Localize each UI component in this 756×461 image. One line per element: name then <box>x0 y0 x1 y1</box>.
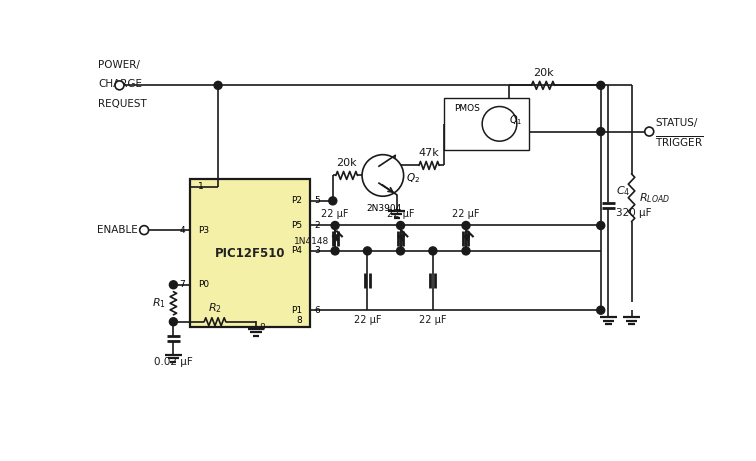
Text: 8: 8 <box>259 323 265 331</box>
Text: P1: P1 <box>291 306 302 315</box>
Circle shape <box>596 81 605 89</box>
Text: 2N3904: 2N3904 <box>367 204 402 213</box>
Text: PIC12F510: PIC12F510 <box>215 247 285 260</box>
Circle shape <box>596 128 605 136</box>
Text: $R_2$: $R_2$ <box>208 301 222 315</box>
Text: PMOS: PMOS <box>454 104 480 113</box>
Text: 320 µF: 320 µF <box>616 208 652 218</box>
Circle shape <box>331 247 339 255</box>
Circle shape <box>462 247 470 255</box>
Text: STATUS/: STATUS/ <box>655 118 698 129</box>
Circle shape <box>169 318 178 326</box>
Circle shape <box>169 281 178 289</box>
FancyBboxPatch shape <box>445 98 529 150</box>
Text: $Q_1$: $Q_1$ <box>509 113 522 127</box>
Text: $C_4$: $C_4$ <box>616 184 631 198</box>
Text: 2: 2 <box>314 221 320 230</box>
Text: 8: 8 <box>296 316 302 325</box>
Text: P3: P3 <box>198 225 209 235</box>
Text: ENABLE: ENABLE <box>98 225 138 235</box>
Polygon shape <box>398 234 405 242</box>
FancyBboxPatch shape <box>191 179 310 327</box>
Circle shape <box>482 106 517 141</box>
Text: P0: P0 <box>198 280 209 290</box>
Text: $\overline{\mathrm{TRIGGER}}$: $\overline{\mathrm{TRIGGER}}$ <box>655 135 704 149</box>
Circle shape <box>397 247 404 255</box>
Circle shape <box>364 247 371 255</box>
Text: 1N4148: 1N4148 <box>293 237 329 246</box>
Text: 47k: 47k <box>419 148 439 159</box>
Text: 20k: 20k <box>533 68 553 77</box>
Text: 22 µF: 22 µF <box>387 209 414 219</box>
Polygon shape <box>332 234 339 242</box>
Text: 22 µF: 22 µF <box>321 209 349 219</box>
Text: 6: 6 <box>314 306 320 315</box>
Text: 5: 5 <box>314 196 320 205</box>
Text: 20k: 20k <box>336 158 357 168</box>
Text: REQUEST: REQUEST <box>98 99 147 109</box>
Circle shape <box>214 81 222 89</box>
Text: POWER/: POWER/ <box>98 60 140 70</box>
Polygon shape <box>463 234 470 242</box>
Circle shape <box>645 127 654 136</box>
Text: $R_1$: $R_1$ <box>152 296 166 310</box>
Circle shape <box>429 247 437 255</box>
Text: 22 µF: 22 µF <box>452 209 480 219</box>
Circle shape <box>115 81 124 90</box>
Text: $Q_2$: $Q_2$ <box>406 171 420 185</box>
Circle shape <box>331 221 339 230</box>
Text: $R_{LOAD}$: $R_{LOAD}$ <box>640 191 671 205</box>
Circle shape <box>462 221 470 230</box>
Circle shape <box>362 154 404 196</box>
Text: 22 µF: 22 µF <box>354 315 381 325</box>
Circle shape <box>596 221 605 230</box>
Circle shape <box>140 225 149 235</box>
Text: CHARGE: CHARGE <box>98 79 142 89</box>
Text: 22 µF: 22 µF <box>419 315 447 325</box>
Text: P2: P2 <box>291 196 302 205</box>
Circle shape <box>329 197 336 205</box>
Text: 7: 7 <box>179 280 185 290</box>
Text: 1: 1 <box>198 183 204 191</box>
Circle shape <box>397 221 404 230</box>
Text: P4: P4 <box>291 246 302 255</box>
Text: 4: 4 <box>179 225 185 235</box>
Circle shape <box>596 306 605 314</box>
Text: 0.02 µF: 0.02 µF <box>154 357 193 367</box>
Text: P5: P5 <box>291 221 302 230</box>
Text: 3: 3 <box>314 246 320 255</box>
